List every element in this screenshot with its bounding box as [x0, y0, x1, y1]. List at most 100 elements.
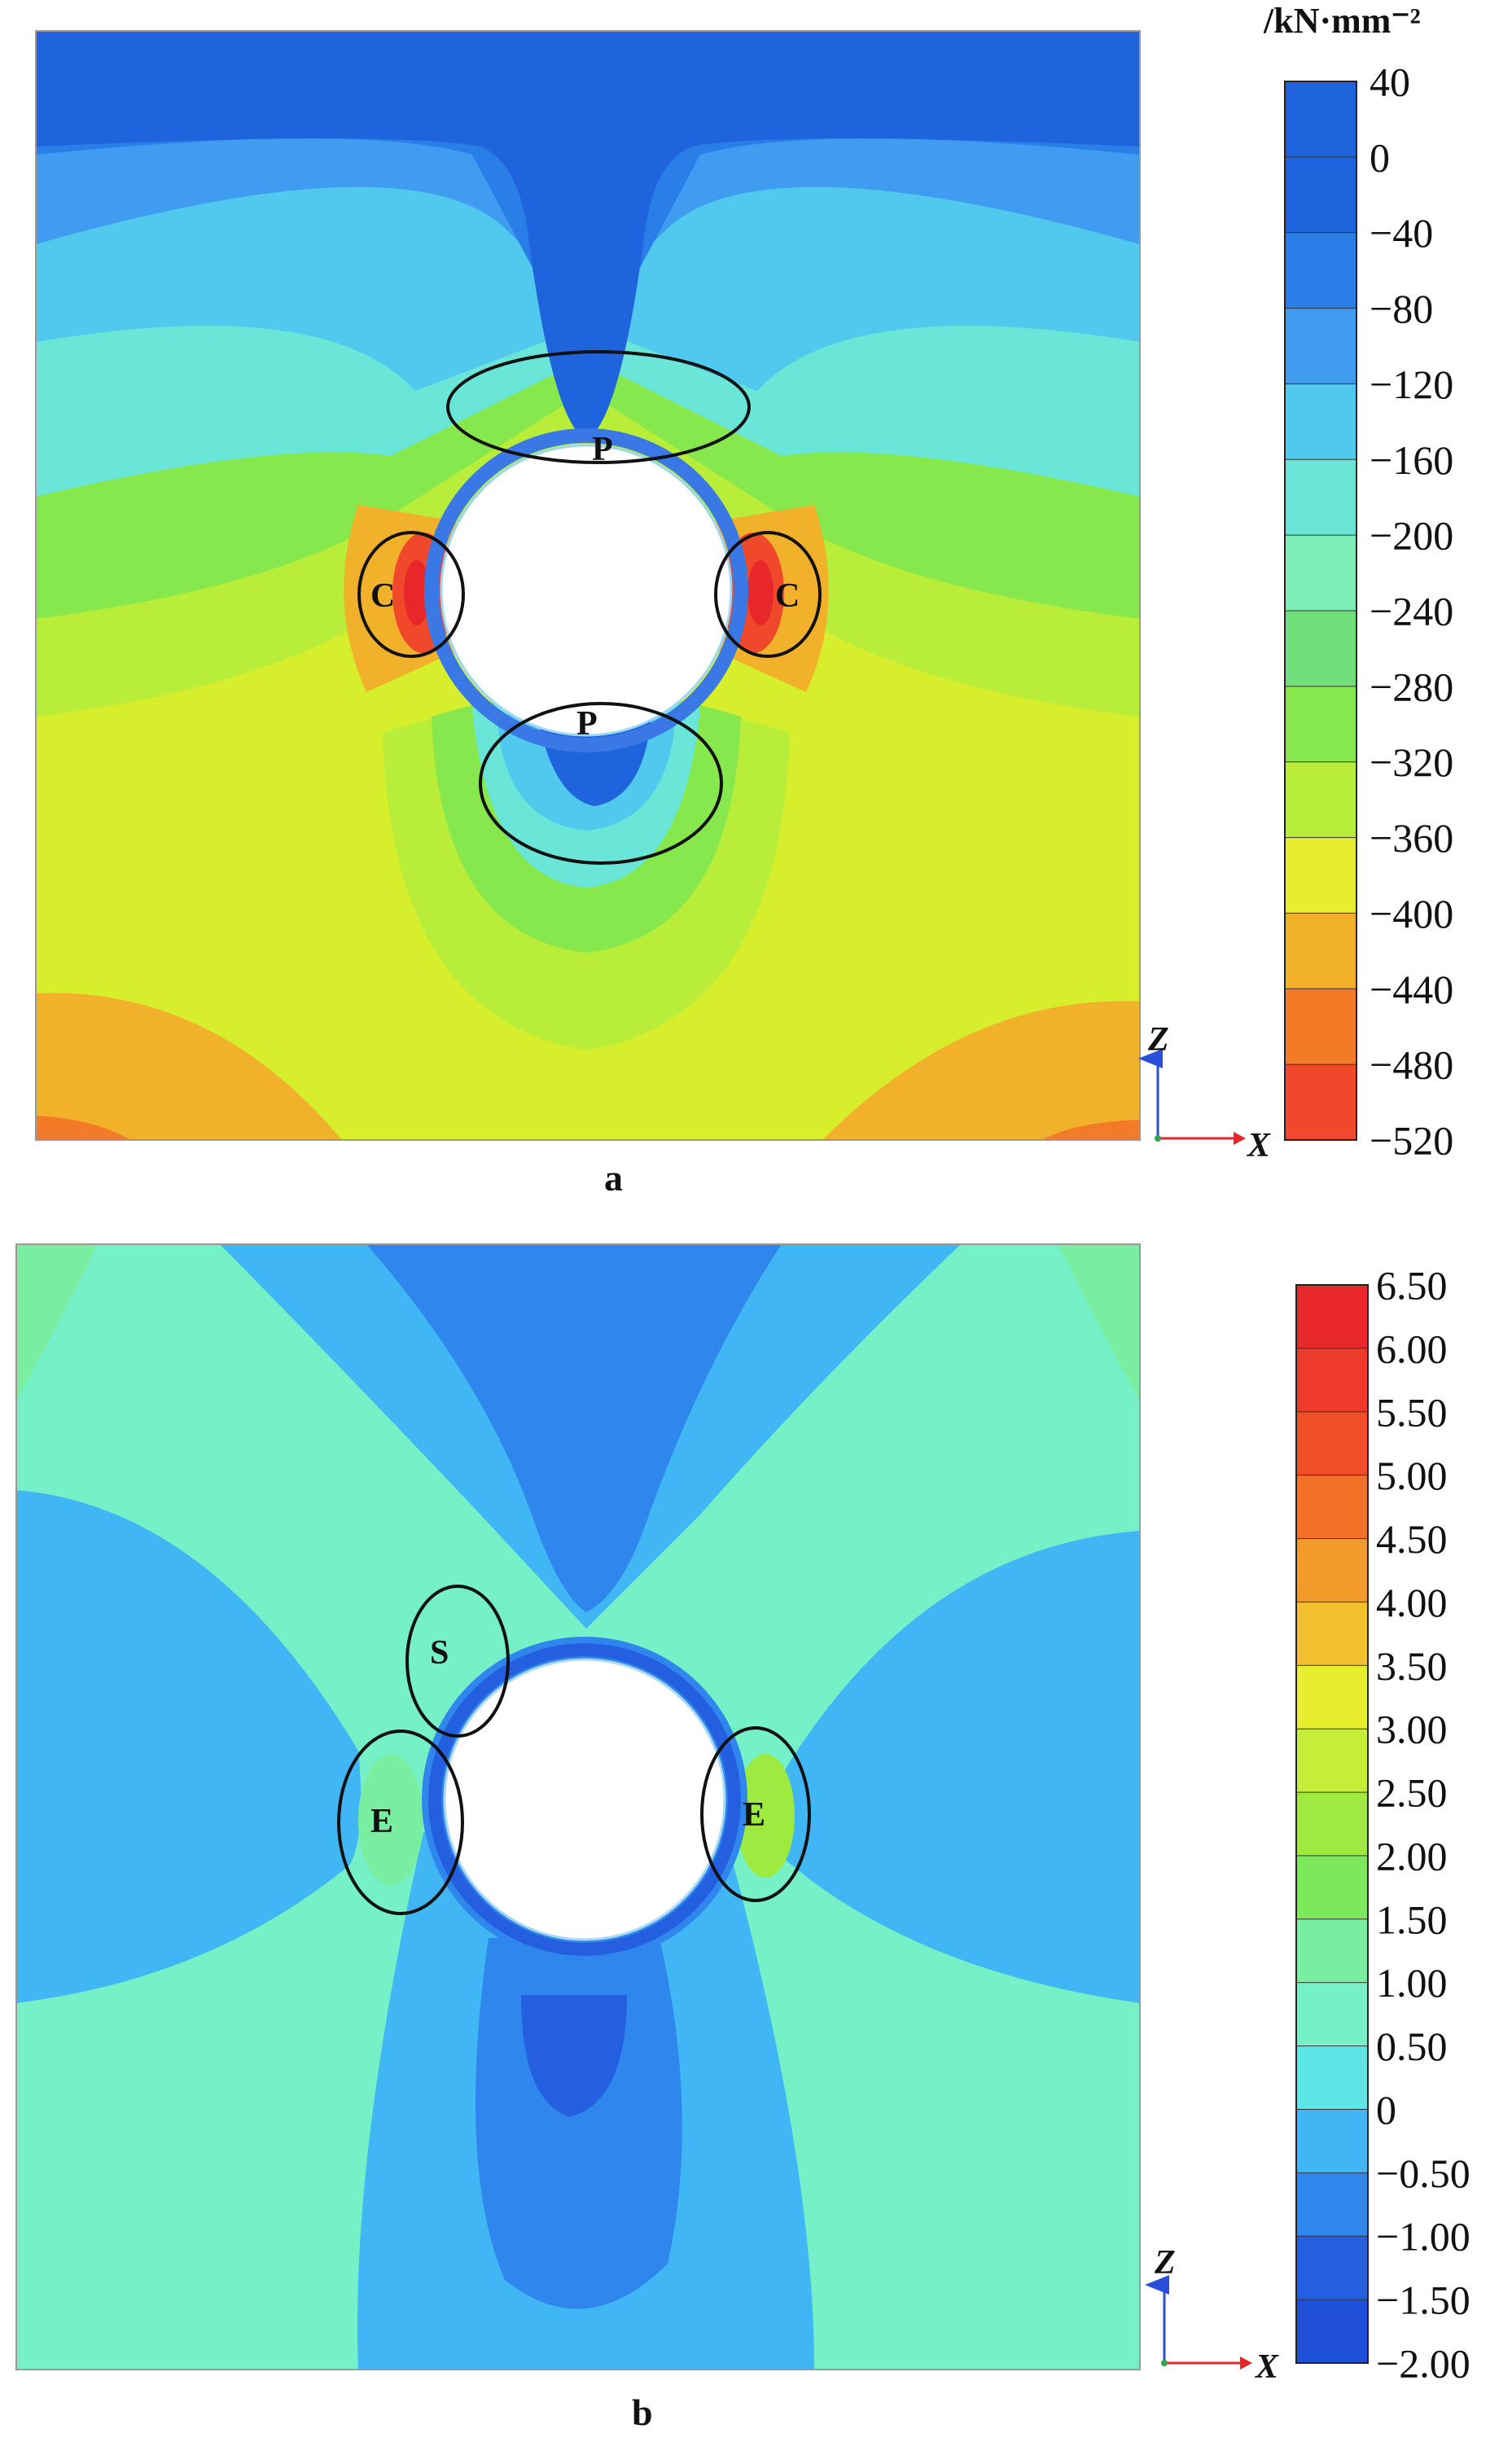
scale-block — [1295, 1348, 1369, 1413]
scale-tick-label: 1.50 — [1376, 1896, 1448, 1942]
scale-block — [1295, 1411, 1369, 1476]
scale-block — [1284, 458, 1357, 537]
scale-tick-label: −40 — [1370, 210, 1433, 256]
panel-a-markers — [357, 350, 822, 865]
scale-block — [1295, 1538, 1369, 1603]
marker-s-ellipse — [405, 1585, 510, 1738]
panel-b: S E E Z X 6.50 6.00 5.50 5.00 4.50 4.00 3.50 3.… — [15, 1243, 1470, 2433]
scale-block — [1284, 156, 1357, 234]
scale-tick-label: 1.00 — [1376, 1960, 1448, 2006]
scale-frame — [1295, 1284, 1369, 2364]
scale-tick-label: 2.00 — [1376, 1833, 1448, 1879]
scale-tick-label: −0.50 — [1376, 2151, 1470, 2196]
scale-block — [1284, 81, 1357, 158]
panel-a-unit-label: /kN·mm⁻² — [1263, 1, 1421, 41]
scale-tick-label: −160 — [1370, 437, 1453, 483]
scale-tick-label: 5.50 — [1376, 1389, 1448, 1435]
marker-e-right-label: E — [743, 1796, 765, 1834]
axis-x-label-b: X — [1254, 2348, 1279, 2386]
scale-tick-label: −480 — [1370, 1042, 1453, 1088]
scale-tick-label: 0 — [1376, 2087, 1396, 2133]
scale-block — [1295, 1475, 1369, 1540]
scale-block — [1284, 232, 1357, 309]
marker-p-top-label: P — [592, 431, 613, 468]
scale-tick-label: 4.50 — [1376, 1516, 1448, 1562]
marker-c-right-label: C — [775, 577, 800, 615]
scale-tick-label: −280 — [1370, 664, 1453, 709]
scale-block — [1295, 2108, 1369, 2174]
scale-block — [1295, 1918, 1369, 1984]
scale-block — [1284, 912, 1357, 990]
marker-c-left-label: C — [370, 577, 395, 615]
scale-tick-label: 0.50 — [1376, 2023, 1448, 2069]
scale-tick-label: −200 — [1370, 513, 1453, 559]
scale-tick-label: 6.50 — [1376, 1263, 1448, 1309]
scale-block — [1295, 1728, 1369, 1794]
scale-block — [1284, 686, 1357, 763]
panel-a-color-scale: 40 0 −40 −80 −120 −160 −200 −240 −280 −320 −360 −40… — [1284, 59, 1453, 1164]
scale-tick-label: −80 — [1370, 286, 1433, 331]
scale-tick-label: −120 — [1370, 362, 1453, 407]
scale-block — [1295, 1664, 1369, 1730]
panel-a: P P C C Z X 40 0 −40 −80 −120 −160 −200 −240 −28… — [35, 1, 1453, 1199]
scale-block — [1284, 308, 1357, 385]
scale-tick-label: −1.00 — [1376, 2214, 1470, 2260]
axis-z-label-b: Z — [1154, 2244, 1176, 2282]
marker-s-label: S — [430, 1634, 449, 1672]
marker-e-right-ellipse — [700, 1726, 811, 1902]
marker-p-top-ellipse — [446, 350, 751, 464]
scale-block — [1284, 837, 1357, 914]
scale-block — [1295, 1982, 1369, 2047]
panel-b-markers — [337, 1585, 811, 1915]
scale-tick-label: −1.50 — [1376, 2278, 1470, 2323]
panel-a-contour-map — [36, 31, 1140, 1140]
scale-tick-label: −360 — [1370, 815, 1453, 861]
scale-block — [1295, 2172, 1369, 2238]
scale-tick-label: 5.00 — [1376, 1453, 1448, 1498]
marker-c-left-ellipse — [357, 531, 465, 658]
marker-c-right-ellipse — [714, 531, 822, 658]
scale-block — [1284, 610, 1357, 687]
axis-z-label-a: Z — [1147, 1021, 1169, 1059]
panel-b-frame — [15, 1243, 1141, 2370]
scale-tick-label: −320 — [1370, 739, 1453, 785]
marker-p-bottom-label: P — [576, 705, 598, 743]
scale-tick-label: −400 — [1370, 891, 1453, 936]
marker-e-left-ellipse — [337, 1730, 464, 1915]
panel-a-frame — [35, 30, 1141, 1141]
marker-p-bottom-ellipse — [479, 702, 723, 865]
scale-block — [1284, 988, 1357, 1066]
scale-tick-label: 40 — [1370, 59, 1410, 105]
scale-block — [1284, 761, 1357, 839]
scale-block — [1284, 534, 1357, 612]
scale-block — [1295, 2045, 1369, 2111]
scale-block — [1295, 2299, 1369, 2365]
scale-frame — [1284, 81, 1357, 1141]
scale-block — [1295, 1601, 1369, 1667]
scale-block — [1295, 1791, 1369, 1857]
axis-x-label-a: X — [1246, 1127, 1271, 1164]
scale-tick-label: 6.00 — [1376, 1326, 1448, 1371]
scale-tick-label: 0 — [1370, 134, 1390, 180]
panel-a-axis-triad: Z X — [1138, 1021, 1271, 1164]
scale-tick-label: −2.00 — [1376, 2341, 1470, 2387]
scale-block — [1295, 1855, 1369, 1920]
panel-b-color-scale: 6.50 6.00 5.50 5.00 4.50 4.00 3.50 3.00 2.50 2.00… — [1295, 1263, 1470, 2387]
scale-block — [1284, 383, 1357, 461]
marker-e-left-label: E — [370, 1803, 393, 1840]
scale-tick-label: 3.50 — [1376, 1643, 1448, 1689]
panel-b-axis-triad: Z X — [1145, 2244, 1279, 2386]
scale-tick-label: 3.00 — [1376, 1707, 1448, 1752]
panel-a-caption: a — [604, 1157, 623, 1199]
scale-tick-label: 2.50 — [1376, 1770, 1448, 1816]
scale-block — [1284, 1063, 1357, 1141]
panel-b-caption: b — [632, 2392, 653, 2433]
scale-block — [1295, 2235, 1369, 2301]
scale-tick-label: 4.00 — [1376, 1580, 1448, 1625]
scale-block — [1295, 1284, 1369, 1349]
panel-b-contour-map — [16, 1244, 1140, 2370]
scale-tick-label: −520 — [1370, 1118, 1453, 1164]
scale-tick-label: −240 — [1370, 589, 1453, 634]
scale-tick-label: −440 — [1370, 967, 1453, 1012]
